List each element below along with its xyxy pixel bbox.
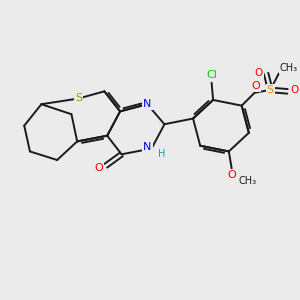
Text: O: O xyxy=(252,81,260,91)
Text: S: S xyxy=(267,85,274,95)
Text: O: O xyxy=(94,163,103,173)
Text: O: O xyxy=(255,68,263,78)
Text: O: O xyxy=(290,85,299,95)
Text: CH₃: CH₃ xyxy=(238,176,256,187)
Text: N: N xyxy=(143,142,152,152)
Text: CH₃: CH₃ xyxy=(280,63,298,73)
Text: Cl: Cl xyxy=(206,70,217,80)
Text: S: S xyxy=(75,94,82,103)
Text: H: H xyxy=(158,149,165,159)
Text: O: O xyxy=(227,170,236,180)
Text: N: N xyxy=(143,99,152,109)
